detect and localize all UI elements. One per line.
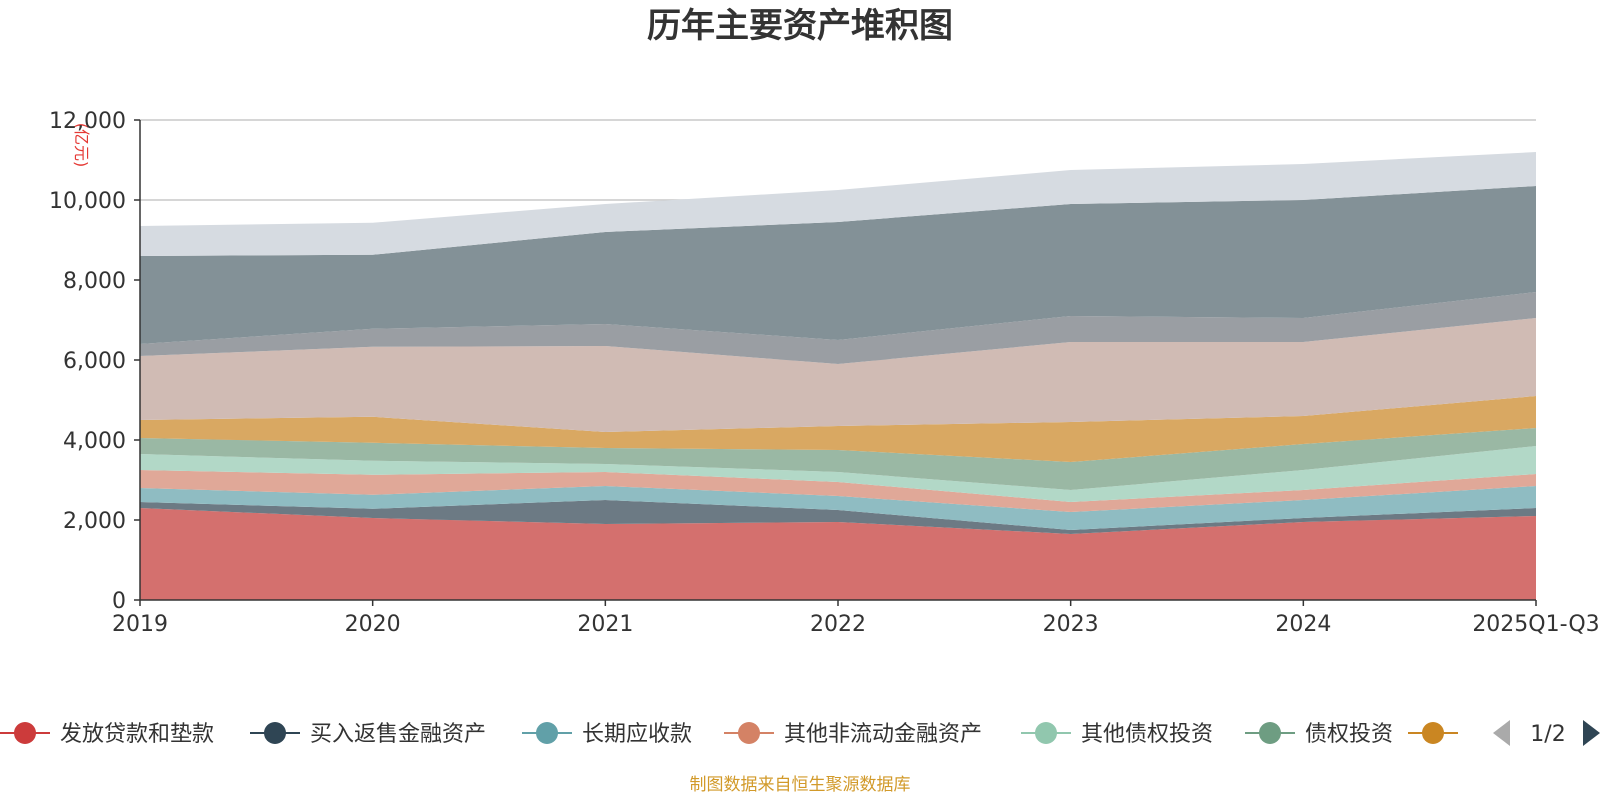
legend-marker-icon <box>14 722 36 744</box>
area-series-6[interactable] <box>140 396 1536 462</box>
y-tick-label: 4,000 <box>63 429 126 454</box>
legend-marker-icon <box>738 722 760 744</box>
legend-label: 其他非流动金融资产 <box>784 722 982 747</box>
legend-marker-icon <box>536 722 558 744</box>
x-tick-label: 2021 <box>577 612 633 637</box>
area-series-1[interactable] <box>140 500 1536 534</box>
legend: 发放贷款和垫款 买入返售金融资产 长期应收款 其他非流动金融资产 其他债权投资 债权投资 <box>0 722 1458 747</box>
legend-label: 长期应收款 <box>582 722 692 747</box>
legend-item[interactable]: 其他非流动金融资产 <box>724 722 982 747</box>
area-series-7[interactable] <box>140 318 1536 432</box>
y-tick-label: 6,000 <box>63 349 126 374</box>
legend-marker-icon <box>264 722 286 744</box>
area-series-2[interactable] <box>140 486 1536 530</box>
y-tick-label: 10,000 <box>49 189 126 214</box>
axes: 0 2,000 4,000 6,000 8,000 10,000 12,000 2019 202… <box>49 109 1600 637</box>
data-source-note: 制图数据来自恒生聚源数据库 <box>690 775 911 795</box>
area-series-4[interactable] <box>140 446 1536 502</box>
area-series-9[interactable] <box>140 186 1536 344</box>
legend-item[interactable]: 长期应收款 <box>522 722 692 747</box>
x-tick-label: 2020 <box>345 612 401 637</box>
legend-item[interactable]: 买入返售金融资产 <box>250 722 486 747</box>
x-tick-label: 2019 <box>112 612 168 637</box>
legend-item[interactable]: 债权投资 <box>1245 722 1393 747</box>
y-tick-label: 0 <box>112 589 126 614</box>
area-series-8[interactable] <box>140 292 1536 364</box>
chart-title: 历年主要资产堆积图 <box>647 6 953 46</box>
legend-item[interactable]: 其他债权投资 <box>1021 722 1213 747</box>
legend-page-indicator: 1/2 <box>1530 722 1565 747</box>
y-axis-unit-label: (亿元) <box>72 123 91 168</box>
area-series-10[interactable] <box>140 152 1536 256</box>
legend-item[interactable] <box>1408 722 1458 744</box>
stacked-areas <box>140 152 1536 600</box>
legend-next-page-icon[interactable] <box>1583 720 1600 746</box>
legend-marker-icon <box>1259 722 1281 744</box>
legend-label: 买入返售金融资产 <box>310 722 486 747</box>
y-tick-label: 12,000 <box>49 109 126 134</box>
x-tick-label: 2024 <box>1275 612 1331 637</box>
x-tick-label: 2022 <box>810 612 866 637</box>
legend-label: 债权投资 <box>1305 722 1393 747</box>
x-tick-label: 2023 <box>1043 612 1099 637</box>
legend-prev-page-icon[interactable] <box>1493 720 1510 746</box>
area-series-5[interactable] <box>140 428 1536 490</box>
legend-marker-icon <box>1422 722 1444 744</box>
x-tick-label: 2025Q1-Q3 <box>1472 612 1599 637</box>
area-series-3[interactable] <box>140 470 1536 512</box>
legend-label: 其他债权投资 <box>1081 722 1213 747</box>
legend-pager: 1/2 <box>1493 720 1600 747</box>
legend-label: 发放贷款和垫款 <box>60 722 214 747</box>
y-tick-label: 2,000 <box>63 509 126 534</box>
legend-marker-icon <box>1035 722 1057 744</box>
legend-item[interactable]: 发放贷款和垫款 <box>0 722 214 747</box>
area-series-0[interactable] <box>140 508 1536 600</box>
y-tick-label: 8,000 <box>63 269 126 294</box>
